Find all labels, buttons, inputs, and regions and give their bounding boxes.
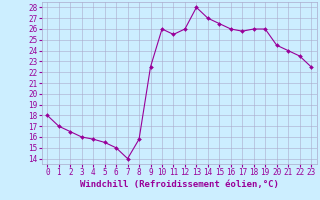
X-axis label: Windchill (Refroidissement éolien,°C): Windchill (Refroidissement éolien,°C) [80,180,279,189]
